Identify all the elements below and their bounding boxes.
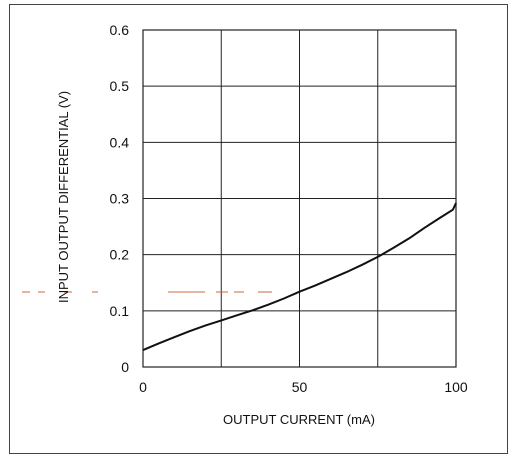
x-tick-label-2: 100 xyxy=(444,379,468,395)
plot-area-border xyxy=(142,29,457,368)
x-axis-title: OUTPUT CURRENT (mA) xyxy=(223,412,375,427)
y-tick-labels: 0 0.1 0.2 0.3 0.4 0.5 0.6 xyxy=(110,22,130,375)
x-tick-label-0: 0 xyxy=(139,379,147,395)
y-tick-label-4: 0.4 xyxy=(110,134,130,150)
y-tick-label-3: 0.3 xyxy=(110,191,130,207)
grid xyxy=(142,29,457,368)
x-tick-labels: 0 50 100 xyxy=(139,379,468,395)
y-tick-label-6: 0.6 xyxy=(110,22,130,38)
y-axis-title: INPUT OUTPUT DIFFERENTIAL (V) xyxy=(56,91,71,303)
y-tick-label-1: 0.1 xyxy=(110,303,130,319)
y-tick-label-5: 0.5 xyxy=(110,78,130,94)
x-tick-label-1: 50 xyxy=(292,379,308,395)
series xyxy=(142,202,457,352)
y-tick-label-2: 0.2 xyxy=(110,247,130,263)
plot-border xyxy=(142,29,457,368)
chart-frame xyxy=(9,4,508,454)
series-line-0 xyxy=(142,202,457,352)
y-tick-label-0: 0 xyxy=(121,359,129,375)
